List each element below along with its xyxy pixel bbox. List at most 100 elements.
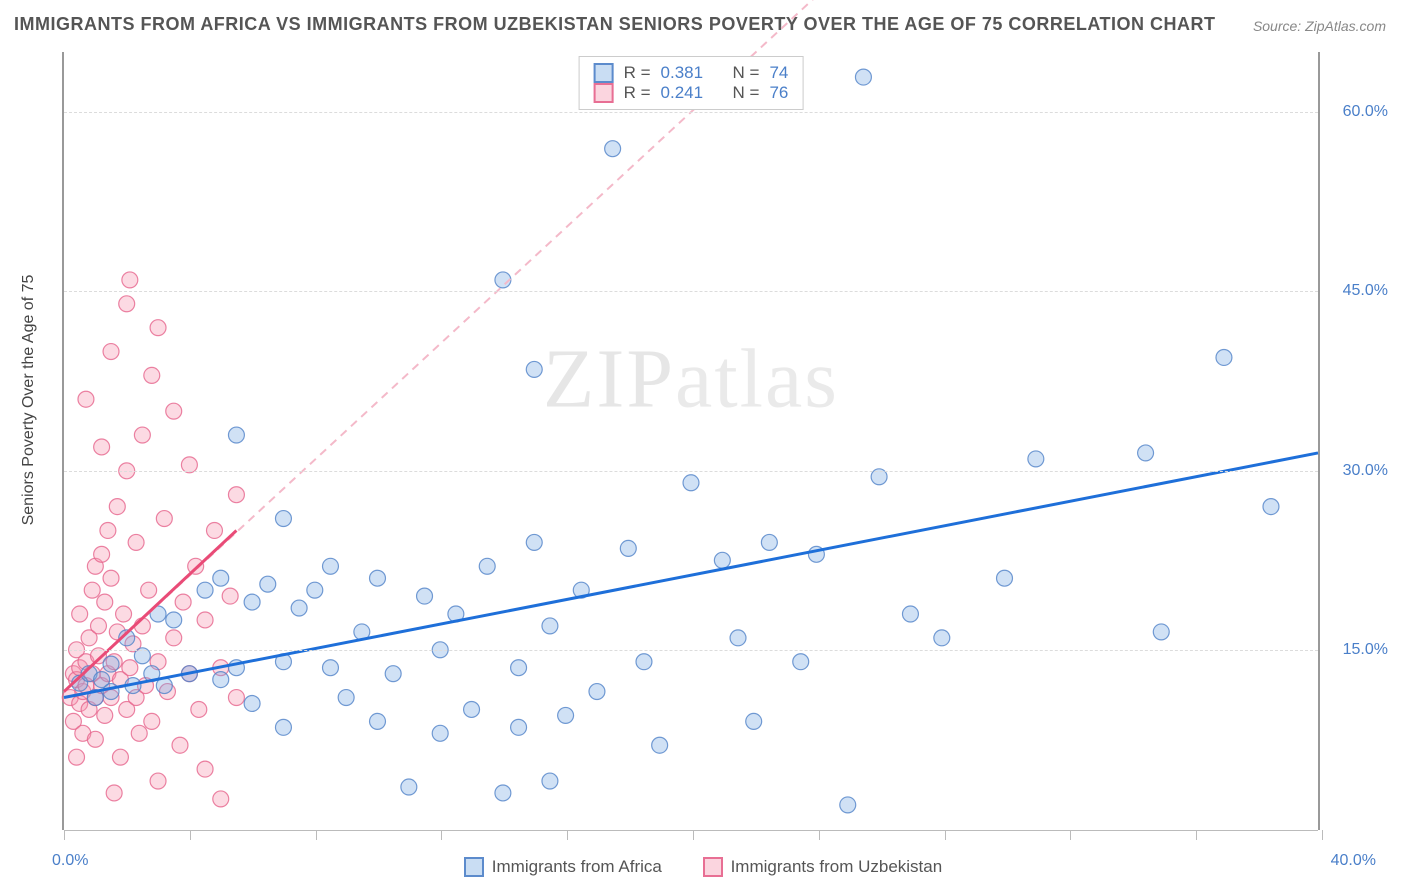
scatter-point (260, 576, 276, 592)
x-tick-mark (64, 830, 65, 840)
x-tick-mark (1070, 830, 1071, 840)
swatch-blue-icon (594, 63, 614, 83)
swatch-pink-icon (594, 83, 614, 103)
scatter-point (103, 656, 119, 672)
scatter-point (197, 761, 213, 777)
scatter-point (172, 737, 188, 753)
scatter-point (1263, 499, 1279, 515)
scatter-point (103, 570, 119, 586)
scatter-point (166, 403, 182, 419)
legend-item-uzbekistan: Immigrants from Uzbekistan (703, 857, 943, 877)
scatter-point (840, 797, 856, 813)
legend-label-uzbekistan: Immigrants from Uzbekistan (731, 857, 943, 877)
scatter-point (197, 582, 213, 598)
scatter-point (323, 558, 339, 574)
scatter-point (385, 666, 401, 682)
scatter-point (116, 606, 132, 622)
scatter-point (150, 773, 166, 789)
scatter-point (746, 713, 762, 729)
source-attribution: Source: ZipAtlas.com (1253, 18, 1386, 34)
x-tick-mark (1322, 830, 1323, 840)
legend-stat-row: R = 0.381 N = 74 (594, 63, 789, 83)
grid-line (64, 650, 1318, 651)
scatter-point (134, 427, 150, 443)
scatter-point (69, 749, 85, 765)
scatter-point (197, 612, 213, 628)
scatter-point (97, 707, 113, 723)
swatch-blue-icon (464, 857, 484, 877)
scatter-point (495, 785, 511, 801)
scatter-point (855, 69, 871, 85)
scatter-point (370, 570, 386, 586)
scatter-point (128, 534, 144, 550)
scatter-point (213, 570, 229, 586)
scatter-point (275, 511, 291, 527)
scatter-point (636, 654, 652, 670)
n-value-uzbekistan: 76 (769, 83, 788, 103)
scatter-point (119, 296, 135, 312)
n-prefix-label: N = (733, 63, 760, 83)
scatter-point (131, 725, 147, 741)
r-value-uzbekistan: 0.241 (661, 83, 704, 103)
scatter-point (730, 630, 746, 646)
x-tick-mark (316, 830, 317, 840)
scatter-point (1138, 445, 1154, 461)
y-axis-label: Seniors Poverty Over the Age of 75 (20, 275, 38, 526)
scatter-point (714, 552, 730, 568)
scatter-point (761, 534, 777, 550)
scatter-point (338, 690, 354, 706)
scatter-point (106, 785, 122, 801)
scatter-point (228, 487, 244, 503)
grid-line (64, 112, 1318, 113)
x-tick-mark (190, 830, 191, 840)
scatter-point (997, 570, 1013, 586)
legend-bottom: Immigrants from Africa Immigrants from U… (0, 857, 1406, 882)
legend-label-africa: Immigrants from Africa (492, 857, 662, 877)
y-tick-label: 45.0% (1328, 282, 1388, 300)
legend-item-africa: Immigrants from Africa (464, 857, 662, 877)
scatter-point (191, 701, 207, 717)
scatter-point (291, 600, 307, 616)
scatter-point (244, 594, 260, 610)
grid-line (64, 291, 1318, 292)
scatter-point (228, 427, 244, 443)
scatter-point (558, 707, 574, 723)
scatter-point (103, 344, 119, 360)
scatter-point (1216, 350, 1232, 366)
r-prefix-label: R = (624, 63, 651, 83)
scatter-point (934, 630, 950, 646)
scatter-point (122, 272, 138, 288)
scatter-point (526, 361, 542, 377)
scatter-point (122, 660, 138, 676)
scatter-point (213, 672, 229, 688)
scatter-point (144, 367, 160, 383)
scatter-point (222, 588, 238, 604)
scatter-point (605, 141, 621, 157)
r-prefix-label: R = (624, 83, 651, 103)
scatter-point (417, 588, 433, 604)
r-value-africa: 0.381 (661, 63, 704, 83)
scatter-point (144, 713, 160, 729)
legend-stats-box: R = 0.381 N = 74 R = 0.241 N = 76 (579, 56, 804, 110)
grid-line (64, 471, 1318, 472)
scatter-point (78, 391, 94, 407)
scatter-point (370, 713, 386, 729)
scatter-point (511, 660, 527, 676)
scatter-point (432, 725, 448, 741)
scatter-point (72, 606, 88, 622)
scatter-point (323, 660, 339, 676)
scatter-point (100, 523, 116, 539)
scatter-point (464, 701, 480, 717)
scatter-point (213, 791, 229, 807)
scatter-point (97, 594, 113, 610)
x-tick-mark (1196, 830, 1197, 840)
chart-plot-area: ZIPatlas R = 0.381 N = 74 R = 0.241 N = … (62, 52, 1320, 830)
scatter-point (112, 749, 128, 765)
scatter-point (683, 475, 699, 491)
scatter-point (652, 737, 668, 753)
scatter-point (94, 439, 110, 455)
scatter-point (275, 719, 291, 735)
x-tick-mark (945, 830, 946, 840)
scatter-point (479, 558, 495, 574)
scatter-point (175, 594, 191, 610)
